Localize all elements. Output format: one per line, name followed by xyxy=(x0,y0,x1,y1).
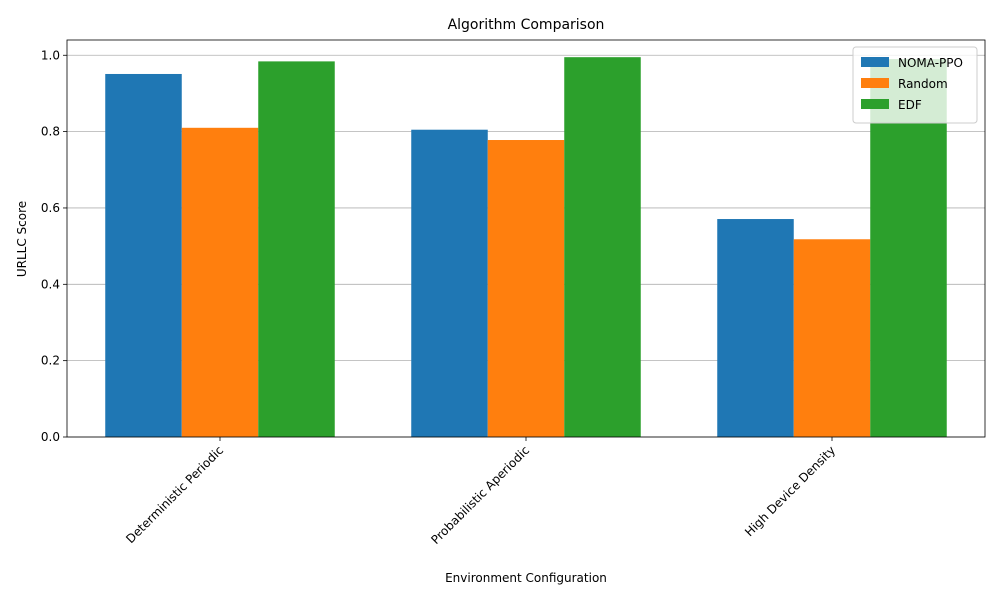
bar-noma-ppo xyxy=(717,219,794,437)
y-tick-label: 0.6 xyxy=(41,201,60,215)
legend-label: Random xyxy=(898,77,948,91)
bar-edf xyxy=(258,61,335,437)
x-axis-label: Environment Configuration xyxy=(445,571,607,585)
bars xyxy=(105,57,947,438)
chart-title: Algorithm Comparison xyxy=(448,17,605,33)
y-axis-label: URLLC Score xyxy=(15,201,29,277)
bar-edf xyxy=(564,57,641,437)
legend-swatch xyxy=(861,78,889,88)
y-tick-label: 0.2 xyxy=(41,354,60,368)
bar-random xyxy=(487,140,565,437)
legend-label: NOMA-PPO xyxy=(898,56,963,70)
legend-label: EDF xyxy=(898,98,922,112)
bar-random xyxy=(793,239,871,437)
x-tick-label: Probabilistic Aperiodic xyxy=(428,443,532,547)
y-tick-label: 0.0 xyxy=(41,430,60,444)
y-tick-label: 0.8 xyxy=(41,125,60,139)
x-tick-label: High Device Density xyxy=(742,443,838,539)
bar-random xyxy=(181,127,259,437)
bar-noma-ppo xyxy=(105,73,182,438)
legend: NOMA-PPO Random EDF xyxy=(852,46,978,124)
x-tick-label: Deterministic Periodic xyxy=(123,443,226,546)
bar-noma-ppo xyxy=(411,129,488,437)
y-tick-label: 1.0 xyxy=(41,48,60,62)
legend-swatch xyxy=(861,57,889,67)
y-tick-label: 0.4 xyxy=(41,277,60,291)
legend-swatch xyxy=(861,99,889,109)
